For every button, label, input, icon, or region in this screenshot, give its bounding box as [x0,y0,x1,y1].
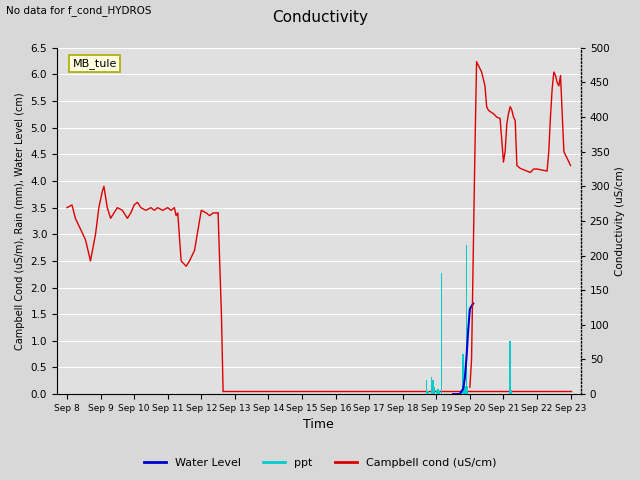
Bar [463,354,464,394]
Bar [463,373,465,394]
Bar [466,245,467,394]
Bar [428,392,429,394]
Bar [431,377,432,394]
Bar [436,390,437,394]
Bar [510,390,511,394]
Bar [467,386,468,394]
Bar [509,341,511,394]
Y-axis label: Campbell Cond (uS/m), Rain (mm), Water Level (cm): Campbell Cond (uS/m), Rain (mm), Water L… [15,92,25,350]
Bar [464,384,465,394]
Bar [465,386,466,394]
Legend: Water Level, ppt, Campbell cond (uS/cm): Water Level, ppt, Campbell cond (uS/cm) [140,453,500,472]
Bar [434,387,435,394]
Text: Conductivity: Conductivity [272,10,368,24]
Bar [439,392,440,394]
Text: No data for f_cond_HYDROS: No data for f_cond_HYDROS [6,5,152,16]
Bar [441,273,442,394]
Bar [432,380,434,394]
Bar [437,389,438,394]
X-axis label: Time: Time [303,419,334,432]
Y-axis label: Conductivity (uS/cm): Conductivity (uS/cm) [615,166,625,276]
Text: MB_tule: MB_tule [72,58,117,69]
Bar [426,380,427,394]
